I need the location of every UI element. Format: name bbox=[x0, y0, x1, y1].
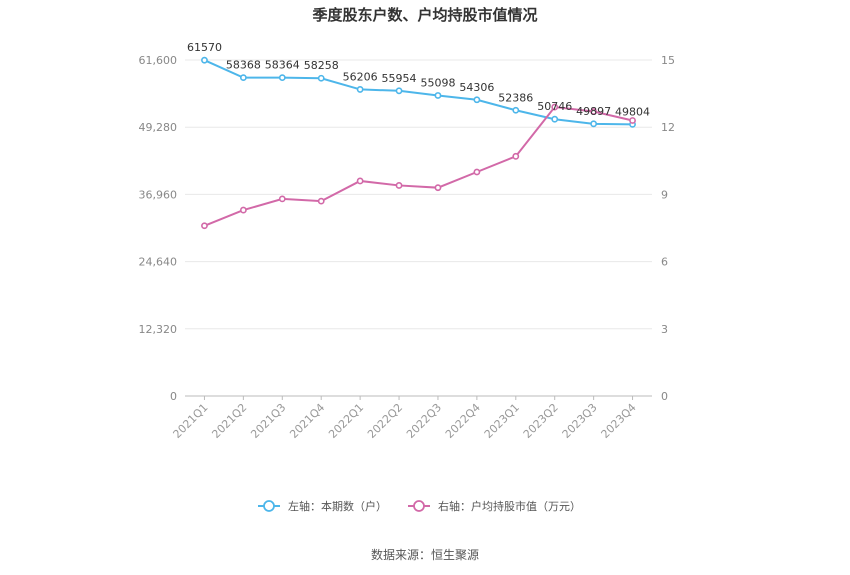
data-point[interactable] bbox=[278, 74, 286, 82]
legend-item-1[interactable]: 左轴：本期数（户） bbox=[258, 499, 387, 513]
legend-circle-swatch bbox=[263, 500, 275, 512]
right-axis-tick-label: 12 bbox=[661, 121, 675, 134]
legend-label: 左轴：本期数（户） bbox=[288, 499, 387, 513]
left-axis-tick-label: 61,600 bbox=[139, 54, 178, 67]
data-point[interactable] bbox=[317, 197, 325, 205]
data-point[interactable] bbox=[356, 86, 364, 93]
x-axis-tick-label: 2023Q2 bbox=[521, 401, 561, 441]
data-point[interactable] bbox=[512, 106, 520, 114]
data-label: 58258 bbox=[304, 59, 339, 72]
series-line-2 bbox=[204, 105, 633, 227]
data-point[interactable] bbox=[590, 120, 598, 128]
data-point[interactable] bbox=[434, 92, 442, 99]
legend[interactable]: 左轴：本期数（户） 右轴：户均持股市值（万元） bbox=[258, 499, 581, 513]
x-axis-tick-label: 2021Q3 bbox=[248, 401, 288, 441]
data-point[interactable] bbox=[239, 206, 247, 214]
left-axis-tick-label: 49,280 bbox=[139, 121, 178, 134]
data-label: 54306 bbox=[459, 81, 494, 94]
data-point[interactable] bbox=[551, 115, 559, 123]
data-label: 52386 bbox=[498, 91, 533, 104]
left-axis-tick-label: 36,960 bbox=[139, 188, 178, 201]
legend-label: 右轴：户均持股市值（万元） bbox=[438, 499, 581, 513]
data-point[interactable] bbox=[551, 103, 559, 111]
grid bbox=[185, 59, 652, 330]
series-line-1 bbox=[204, 59, 633, 126]
legend-circle-swatch bbox=[413, 500, 425, 512]
left-axis-tick-label: 0 bbox=[170, 390, 177, 403]
data-point[interactable] bbox=[512, 152, 520, 160]
data-label: 56206 bbox=[343, 70, 378, 83]
left-axis-tick-label: 24,640 bbox=[139, 256, 178, 269]
legend-item-2[interactable]: 右轴：户均持股市值（万元） bbox=[408, 499, 581, 513]
data-point[interactable] bbox=[317, 74, 325, 82]
x-axis-tick-label: 2023Q1 bbox=[482, 401, 522, 441]
x-axis-tick-label: 2023Q3 bbox=[560, 401, 600, 441]
data-point[interactable] bbox=[201, 56, 208, 64]
x-axis-tick-label: 2023Q4 bbox=[599, 401, 639, 441]
right-axis-tick-label: 9 bbox=[661, 188, 668, 201]
right-axis-tick-label: 0 bbox=[661, 390, 668, 403]
x-axis-tick-label: 2022Q1 bbox=[326, 401, 366, 441]
data-label: 55098 bbox=[420, 76, 455, 89]
data-label: 55954 bbox=[382, 72, 417, 85]
data-labels: 61570 58368 58364 58258 56206 55954 55098 54306… bbox=[187, 41, 650, 118]
x-axis-tick-label: 2021Q4 bbox=[287, 401, 327, 441]
source-note: 数据来源：恒生聚源 bbox=[371, 547, 479, 562]
data-label: 50746 bbox=[537, 100, 572, 113]
data-label: 58368 bbox=[226, 59, 261, 72]
x-axis-tick-label: 2022Q3 bbox=[404, 401, 444, 441]
data-point[interactable] bbox=[395, 87, 403, 95]
data-point[interactable] bbox=[395, 182, 403, 189]
data-point[interactable] bbox=[434, 184, 442, 192]
right-axis-tick-label: 6 bbox=[661, 256, 668, 269]
x-axis-tick-label: 2021Q2 bbox=[209, 401, 249, 441]
x-axis-tick-label: 2022Q2 bbox=[365, 401, 405, 441]
data-point[interactable] bbox=[278, 195, 286, 203]
chart-title: 季度股东户数、户均持股市值情况 bbox=[312, 6, 537, 24]
data-point[interactable] bbox=[239, 74, 247, 82]
data-point[interactable] bbox=[356, 177, 364, 185]
series-layer bbox=[201, 56, 636, 230]
data-label: 49897 bbox=[576, 105, 611, 118]
data-point[interactable] bbox=[590, 108, 598, 115]
x-axis-tick-label: 2022Q4 bbox=[443, 401, 483, 441]
data-point[interactable] bbox=[201, 222, 208, 230]
right-axis-tick-label: 15 bbox=[661, 54, 675, 67]
data-label: 61570 bbox=[187, 41, 222, 54]
right-axis-tick-label: 3 bbox=[661, 323, 668, 336]
data-point[interactable] bbox=[473, 96, 481, 104]
data-point[interactable] bbox=[629, 117, 636, 124]
left-axis-tick-label: 12,320 bbox=[139, 323, 178, 336]
data-label: 49804 bbox=[615, 105, 650, 118]
x-axis-tick-label: 2021Q1 bbox=[171, 401, 211, 441]
data-point[interactable] bbox=[473, 168, 481, 176]
data-label: 58364 bbox=[265, 59, 300, 72]
